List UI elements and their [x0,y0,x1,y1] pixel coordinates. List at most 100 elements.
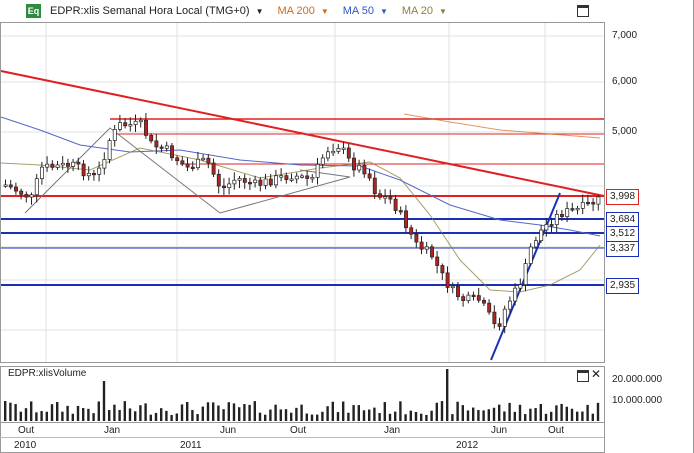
volume-bar [331,401,334,421]
volume-bar [544,413,548,421]
volume-bar [212,402,215,421]
volume-bar [383,402,386,421]
volume-bar [40,411,43,421]
volume-bar [409,410,412,421]
volume-bar [378,413,381,421]
candle-body [310,177,315,180]
candle-body [341,147,346,150]
candle-body [482,299,486,304]
candle-body [300,175,304,178]
ma20-label[interactable]: MA 20 [401,5,434,17]
candle-body [102,159,107,169]
equity-icon[interactable]: Eq [26,4,41,18]
candle-body [24,194,29,198]
candle-body [180,160,185,165]
triangle-pattern-lines[interactable] [24,127,351,214]
candle-body [424,246,429,250]
candle-body [128,124,133,127]
ma50-label[interactable]: MA 50 [342,5,374,17]
candle-body [450,285,455,289]
volume-bar [201,406,204,421]
candle-body [305,175,310,179]
candle-body [518,284,523,289]
candle-body [170,145,174,159]
price-tag-2935[interactable]: 2,935 [606,278,640,294]
ma200-label[interactable]: MA 200 [277,5,315,17]
volume-bar [128,408,132,421]
candle-body [284,175,289,180]
volume-bar [581,411,584,421]
volume-bar [466,410,470,421]
candle-body [118,122,122,130]
volume-bar [451,414,454,421]
volume-bar [550,411,553,421]
candle-body [414,233,419,243]
ma20-dropdown-icon[interactable]: ▼ [439,6,447,16]
volume-bar [492,407,496,421]
candlestick-series [3,113,601,334]
volume-bar [352,405,355,421]
volume-bar [565,406,568,421]
time-label-jun-2011: Jun [220,425,237,436]
volume-bar [248,404,251,421]
price-tag-3512[interactable]: 3,512 [606,226,640,242]
volume-axis-label-10m: 10.000.000 [612,395,663,406]
ma200-dropdown-icon[interactable]: ▼ [320,6,329,16]
volume-bar [102,381,106,421]
candle-body [383,196,388,199]
volume-panel-title: EDPR:xlisVolume [8,368,87,379]
candle-body [388,196,393,200]
year-label-2011: 2011 [180,440,202,451]
candle-body [34,178,39,196]
time-label-out-2011: Out [290,425,307,436]
symbol-dropdown-icon[interactable]: ▼ [255,6,264,16]
candle-body [138,119,143,123]
candle-body [144,119,148,136]
volume-bar [66,405,69,421]
volume-bar [310,414,314,421]
volume-bar [35,412,38,421]
candle-body [66,162,70,167]
volume-bar [139,405,142,421]
candle-body [419,241,424,250]
candle-body [596,196,601,205]
volume-bar [19,411,22,421]
price-tag-3684[interactable]: 3,684 [606,212,640,228]
volume-bar [414,411,418,421]
candle-body [133,120,138,125]
candle-body [206,157,211,164]
volume-bar [487,409,490,421]
candle-body [352,157,356,171]
downtrend-line[interactable] [0,70,605,197]
volume-bar [570,408,574,421]
candle-body [586,201,590,205]
maximize-price-panel-icon[interactable] [577,5,589,17]
candle-body [159,146,164,149]
candle-body [242,178,247,183]
year-label-2012: 2012 [456,440,479,451]
price-tag-3337[interactable]: 3,337 [606,241,640,257]
candle-body [554,214,559,226]
candle-body [149,135,154,142]
candle-body [112,129,117,141]
volume-bar [404,414,407,421]
price-tag-3998[interactable]: 3,998 [606,189,640,205]
candle-body [534,240,538,248]
close-volume-panel-icon[interactable]: ✕ [591,367,602,381]
volume-bar [154,412,158,421]
candle-body [164,145,169,149]
candle-body [471,294,476,297]
candle-body [492,311,497,325]
candle-body [50,163,55,168]
ma50-dropdown-icon[interactable]: ▼ [379,6,388,16]
volume-bar [321,411,324,421]
volume-bar [591,413,594,421]
maximize-volume-panel-icon[interactable] [577,370,589,382]
volume-bar [477,410,480,421]
candle-body [575,208,580,211]
candle-body [123,122,128,127]
symbol-title[interactable]: EDPR:xlis Semanal Hora Local (TMG+0) [50,5,250,17]
volume-bar [175,413,178,421]
